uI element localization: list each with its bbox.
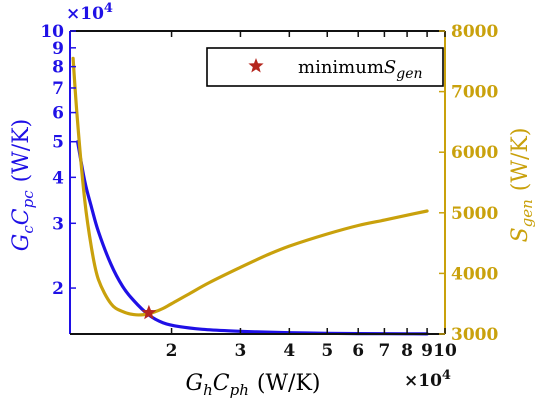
x-tick-label: 3: [235, 341, 247, 361]
y-left-tick-label: 10: [40, 22, 64, 42]
y-right-tick-label: 8000: [451, 22, 498, 42]
x-tick-label: 4: [283, 341, 295, 361]
x-tick-label: 7: [378, 341, 390, 361]
legend-star-icon: [248, 58, 264, 73]
y-left-tick-label: 5: [52, 133, 64, 153]
x-tick-label: 2: [166, 341, 178, 361]
y-left-label: GcCpc(W/K): [9, 119, 37, 251]
legend-entry-text: minimumSgen: [298, 57, 423, 82]
minimum-sgen-marker: [141, 304, 157, 320]
y-left-multiplier: ×104: [66, 1, 113, 24]
x-tick-label: 9: [421, 341, 433, 361]
y-right-tick-label: 4000: [451, 264, 498, 284]
y-right-tick-label: 7000: [451, 83, 498, 103]
x-multiplier: ×104: [404, 368, 451, 391]
y-right-tick-label: 5000: [451, 204, 498, 224]
y-left-tick-label: 7: [52, 79, 64, 99]
x-tick-label: 6: [352, 341, 364, 361]
x-axis-label: GhCph (W/K): [186, 371, 321, 399]
x-tick-label: 10: [433, 341, 457, 361]
legend: minimumSgen: [206, 47, 444, 87]
y-left-tick-label: 8: [52, 58, 64, 78]
y-left-tick-label: 4: [52, 168, 64, 188]
y-left-tick-label: 2: [52, 279, 64, 299]
gc-cpc-line: [76, 140, 429, 336]
y-left-tick-label: 6: [52, 104, 64, 124]
y-left-tick-label: 3: [52, 214, 64, 234]
legend-box: [206, 47, 444, 87]
x-tick-label: 5: [321, 341, 333, 361]
y-right-tick-label: 3000: [451, 325, 498, 345]
sgen-line: [71, 56, 429, 317]
x-tick-label: 8: [401, 341, 413, 361]
y-left-tick-label: 9: [52, 39, 64, 59]
y-right-tick-label: 6000: [451, 143, 498, 163]
y-right-label: Sgen(W/K): [508, 128, 536, 243]
